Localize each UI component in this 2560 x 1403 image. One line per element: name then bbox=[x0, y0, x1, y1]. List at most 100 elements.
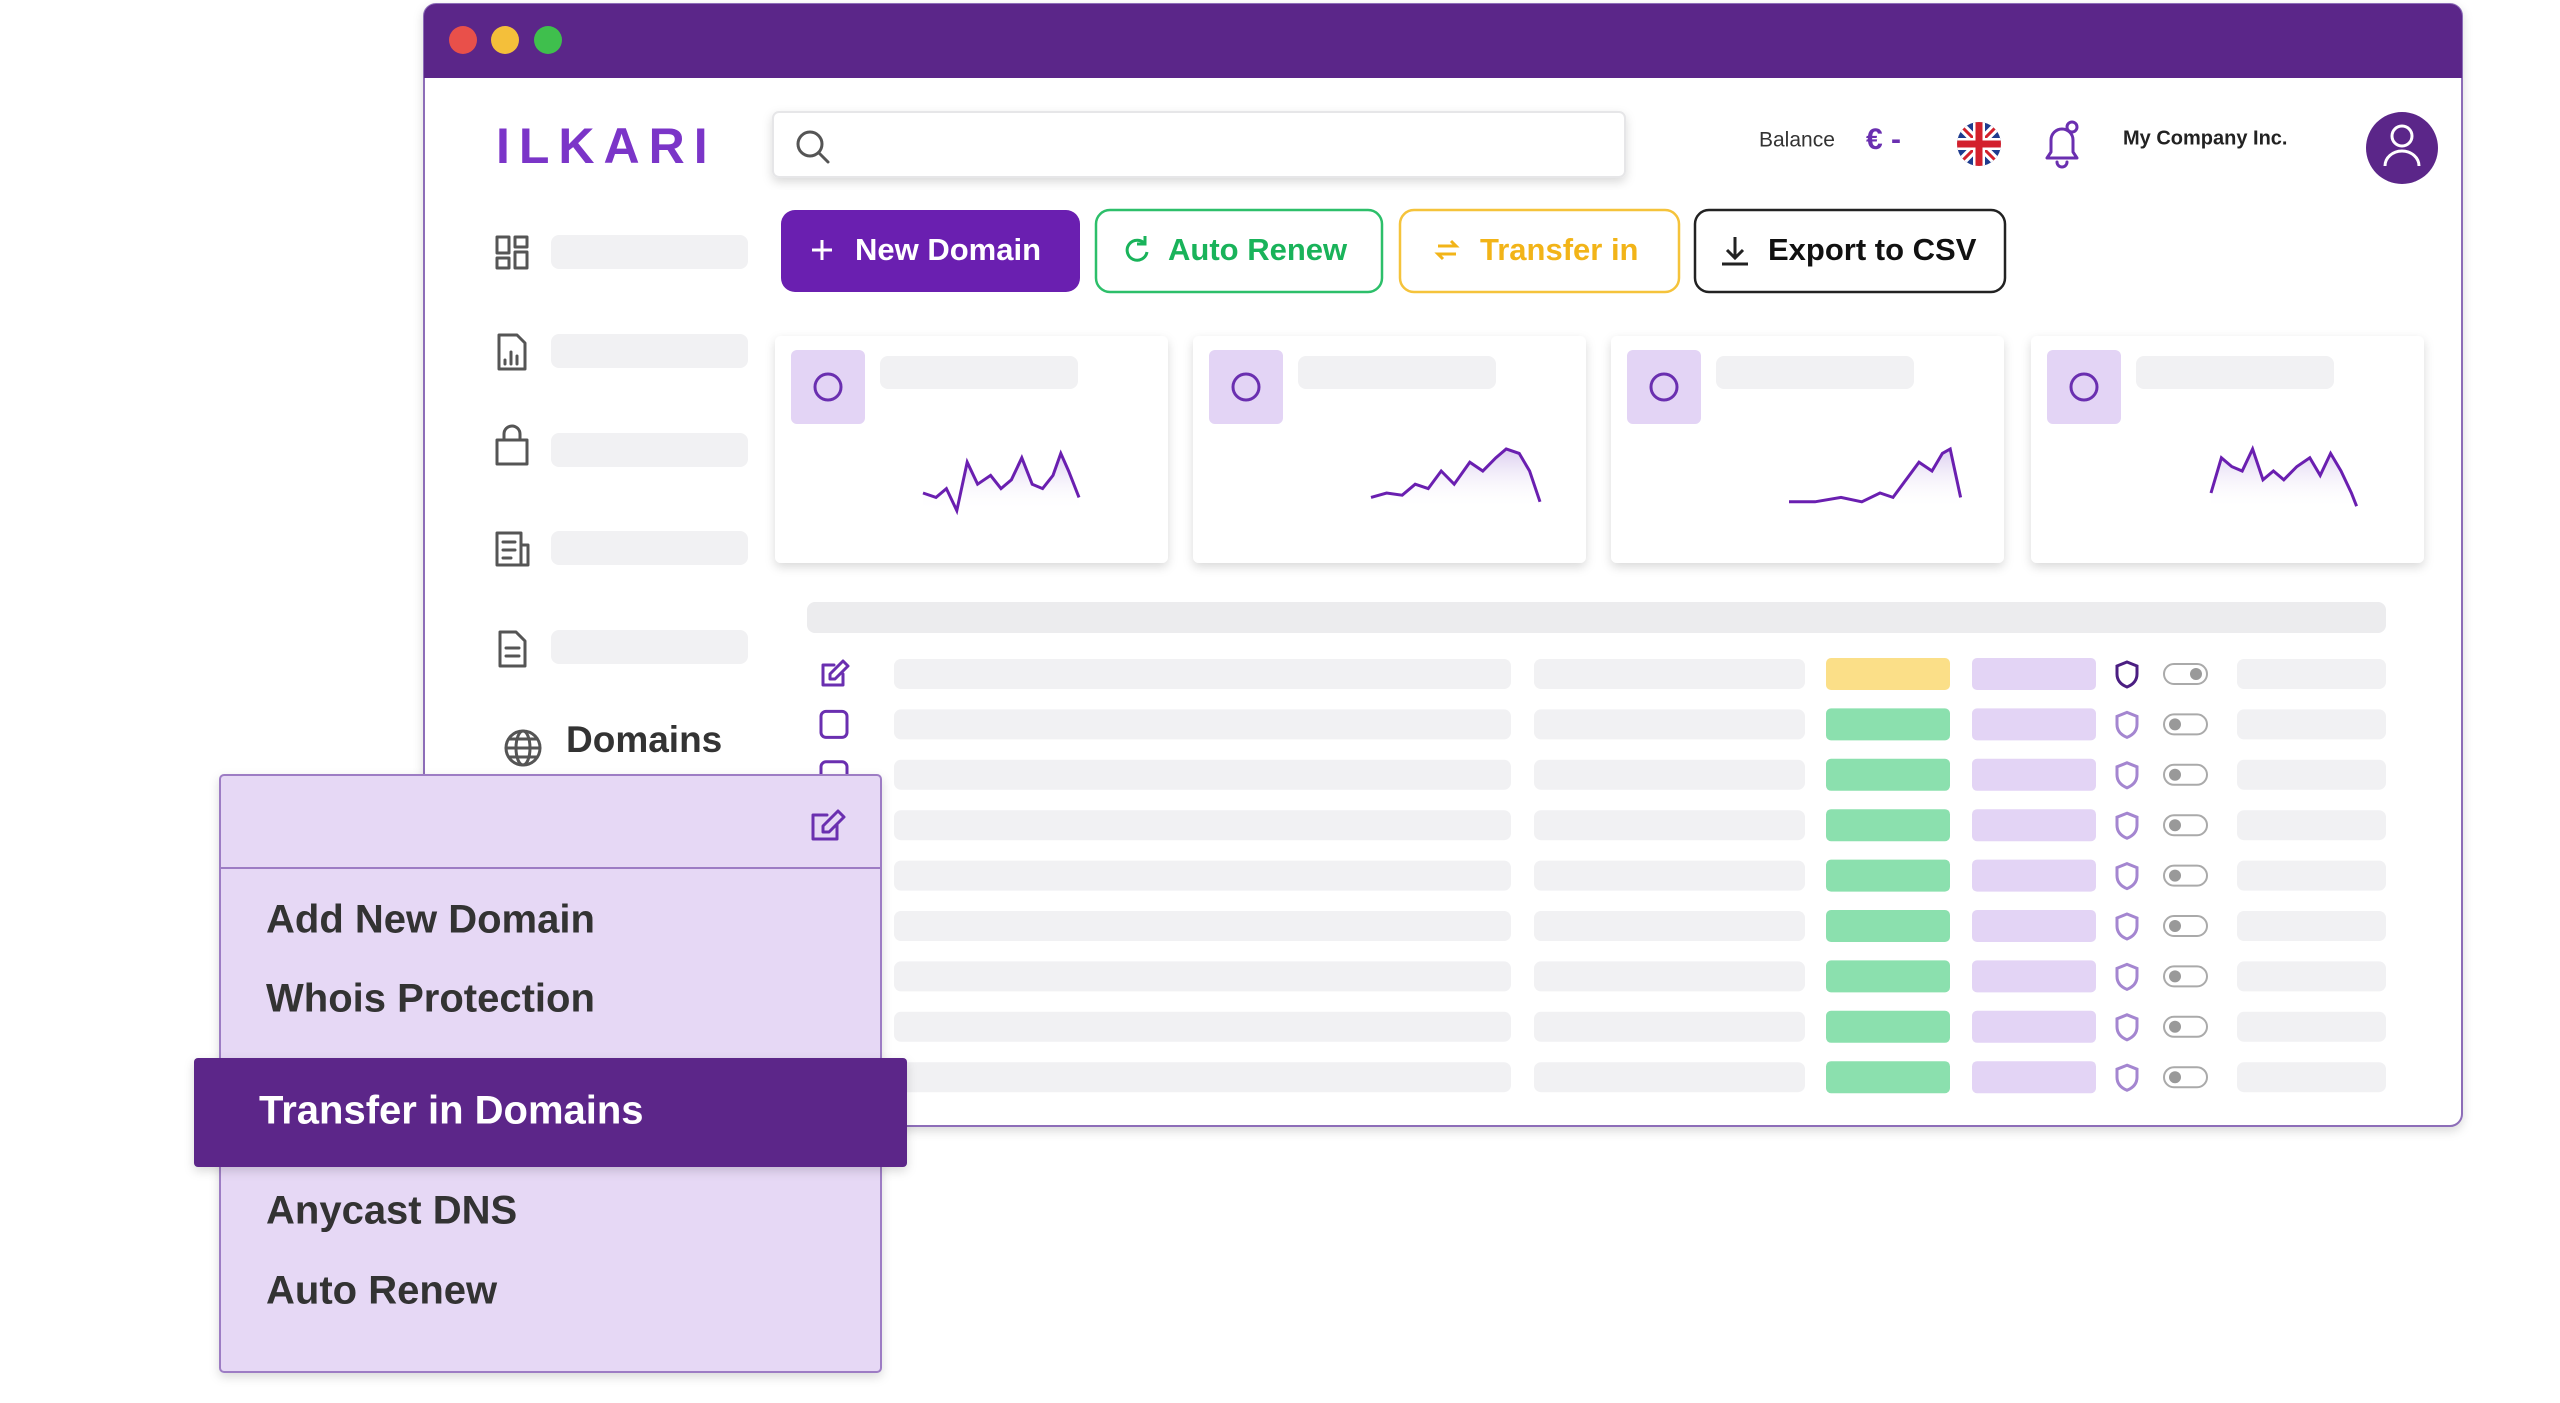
toggle-knob bbox=[2169, 869, 2181, 882]
button-label: Auto Renew bbox=[1168, 232, 1348, 267]
transfer-in-button[interactable]: Transfer in bbox=[1398, 208, 1681, 294]
domain-table bbox=[819, 658, 2386, 1094]
toggle-knob bbox=[2169, 1020, 2181, 1033]
cell bbox=[894, 810, 1511, 841]
language-flag[interactable] bbox=[1955, 120, 2003, 168]
status bbox=[1826, 758, 1950, 791]
sparkline bbox=[922, 449, 1081, 516]
sparkline-fill bbox=[1371, 449, 1540, 509]
menu-item[interactable]: Add New Domain bbox=[266, 898, 595, 942]
tag bbox=[1972, 658, 2096, 690]
status bbox=[1826, 708, 1950, 741]
status bbox=[1826, 1010, 1950, 1043]
menu-item[interactable]: Transfer in Domains bbox=[259, 1089, 644, 1133]
button-label: Transfer in bbox=[1480, 232, 1639, 267]
sparkline-fill bbox=[923, 453, 1079, 511]
cell bbox=[2237, 961, 2386, 992]
shield-icon bbox=[2115, 761, 2139, 790]
status bbox=[1826, 658, 1950, 690]
status bbox=[1826, 910, 1950, 942]
cell bbox=[1534, 810, 1805, 841]
cell bbox=[1534, 659, 1805, 689]
cell bbox=[2237, 759, 2386, 790]
sparkline-fill bbox=[2211, 449, 2357, 509]
company-name: My Company Inc. bbox=[2123, 127, 2287, 149]
avatar[interactable] bbox=[2366, 112, 2438, 184]
shield-icon bbox=[2115, 962, 2139, 992]
table-row bbox=[819, 758, 2386, 791]
logo: ILKARI bbox=[496, 118, 717, 174]
cell bbox=[2237, 1011, 2386, 1042]
notifications-bell[interactable] bbox=[2045, 120, 2079, 169]
toggle-knob bbox=[2190, 668, 2202, 680]
cell bbox=[1534, 709, 1805, 740]
table-row bbox=[819, 708, 2386, 741]
status bbox=[1826, 859, 1950, 892]
card-icon bbox=[1649, 372, 1679, 402]
table-header bbox=[807, 602, 2386, 633]
cell bbox=[2237, 709, 2386, 740]
cell bbox=[894, 1062, 1511, 1093]
sidebar: Domains bbox=[495, 235, 748, 767]
menu-item[interactable]: Whois Protection bbox=[266, 977, 595, 1021]
export-csv-button[interactable]: Export to CSV bbox=[1693, 208, 2007, 294]
shield-icon bbox=[2115, 912, 2139, 941]
toggle-knob bbox=[2169, 970, 2181, 983]
shield-icon bbox=[2115, 861, 2139, 891]
tag bbox=[1972, 708, 2096, 741]
cell bbox=[1534, 911, 1805, 941]
tag bbox=[1972, 1061, 2096, 1094]
auto-renew-button[interactable]: Auto Renew bbox=[1094, 208, 1384, 294]
tag bbox=[1972, 859, 2096, 892]
cell bbox=[2237, 911, 2386, 941]
cell bbox=[894, 659, 1511, 689]
menu-highlight[interactable] bbox=[194, 1058, 907, 1167]
sidebar-active-item[interactable]: Domains bbox=[566, 719, 722, 760]
card-placeholder bbox=[880, 356, 1078, 389]
card-placeholder bbox=[1298, 356, 1496, 389]
cell bbox=[894, 759, 1511, 790]
balance-label: Balance bbox=[1759, 129, 1835, 152]
cell bbox=[894, 860, 1511, 891]
card-icon-bg bbox=[1627, 350, 1701, 424]
shield-icon bbox=[2115, 660, 2139, 689]
card-icon bbox=[813, 372, 843, 402]
shield-icon bbox=[2115, 710, 2139, 740]
toggle-knob bbox=[2169, 1071, 2181, 1084]
tag bbox=[1972, 910, 2096, 942]
toggle-knob bbox=[2169, 920, 2181, 932]
stat-card bbox=[2031, 336, 2424, 563]
cell bbox=[1534, 759, 1805, 790]
menu-item[interactable]: Anycast DNS bbox=[266, 1189, 517, 1233]
cell bbox=[894, 709, 1511, 740]
card-placeholder bbox=[1716, 356, 1914, 389]
cell bbox=[2237, 810, 2386, 841]
table-row bbox=[821, 658, 2386, 690]
shield-icon bbox=[2115, 811, 2139, 840]
cell bbox=[1534, 1011, 1805, 1042]
tag bbox=[1972, 758, 2096, 791]
table-row bbox=[819, 910, 2386, 942]
button-label: Export to CSV bbox=[1768, 232, 1977, 267]
cell bbox=[894, 961, 1511, 992]
stat-cards bbox=[775, 336, 2424, 563]
search-box[interactable] bbox=[772, 111, 1626, 178]
card-icon-bg bbox=[791, 350, 865, 424]
sparkline bbox=[2209, 444, 2358, 507]
cell bbox=[2237, 659, 2386, 689]
sparkline bbox=[1370, 447, 1542, 503]
table-row bbox=[819, 1061, 2386, 1094]
shield-icon bbox=[2115, 1013, 2139, 1042]
cell bbox=[2237, 1062, 2386, 1093]
tag bbox=[1972, 1010, 2096, 1043]
menu-item[interactable]: Auto Renew bbox=[266, 1269, 498, 1313]
new-domain-button[interactable]: New Domain bbox=[781, 210, 1080, 292]
tag bbox=[1972, 960, 2096, 993]
card-placeholder bbox=[2136, 356, 2334, 389]
toggle-knob bbox=[2169, 819, 2181, 832]
card-icon bbox=[2069, 372, 2099, 402]
row-checkbox[interactable] bbox=[819, 709, 849, 739]
status bbox=[1826, 1061, 1950, 1094]
